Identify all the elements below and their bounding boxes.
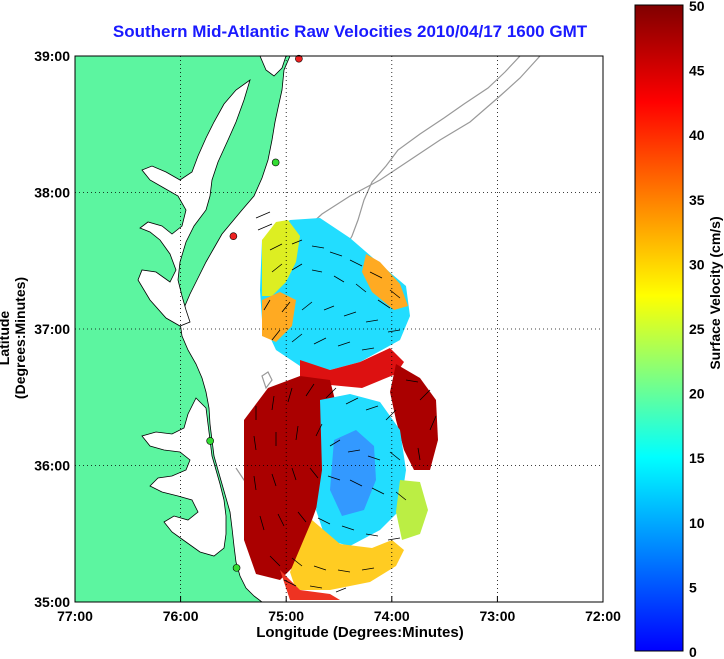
delaware-bay	[259, 56, 287, 77]
colorbar-tick: 10	[689, 515, 705, 531]
pamlico-sound	[141, 397, 227, 557]
colorbar-tick: 0	[689, 644, 697, 659]
colorbar-tick: 40	[689, 127, 705, 143]
x-tick-label: 75:00	[268, 608, 304, 624]
velocity-vectors	[253, 211, 437, 593]
colorbar-tick: 30	[689, 256, 705, 272]
chesapeake-bay	[137, 78, 251, 327]
colorbar-ticks: 50 45 40 35 30 25 20 15 10 5 0	[689, 0, 705, 659]
colorbar-tick: 25	[689, 321, 705, 337]
radar-station-red-marker	[295, 54, 303, 63]
y-tick-label: 38:00	[34, 185, 70, 201]
chart-title: Southern Mid-Atlantic Raw Velocities 201…	[112, 22, 588, 41]
radar-station-green-marker	[271, 158, 280, 167]
colorbar-tick: 50	[689, 0, 705, 14]
y-tick-label: 39:00	[34, 48, 70, 64]
colorbar-tick: 20	[689, 386, 705, 402]
y-tick-label: 36:00	[34, 458, 70, 474]
land-mainland	[75, 56, 291, 602]
colorbar-tick: 35	[689, 192, 705, 208]
bathymetry-contour-2	[343, 56, 521, 251]
radar-stations	[206, 54, 303, 572]
colorbar-tick: 5	[689, 579, 697, 595]
plot-frame	[74, 55, 604, 603]
x-tick-label: 74:00	[374, 608, 410, 624]
x-axis: 77:00 76:00 75:00 74:00 73:00 72:00	[57, 596, 621, 624]
radar-station-green-marker	[232, 564, 241, 572]
radar-station-red-marker	[229, 232, 238, 240]
grid	[75, 56, 603, 602]
y-tick-label: 35:00	[34, 594, 70, 610]
velocity-field	[244, 218, 438, 600]
y-tick-label: 37:00	[34, 321, 70, 337]
x-axis-label: Longitude (Degrees:Minutes)	[256, 624, 464, 641]
x-tick-label: 73:00	[479, 608, 515, 624]
colorbar	[634, 4, 684, 652]
y-axis: 39:00 38:00 37:00 36:00 35:00	[34, 48, 70, 610]
colorbar-tick: 15	[689, 450, 705, 466]
radar-station-green-marker	[206, 437, 214, 445]
x-tick-label: 72:00	[585, 608, 621, 624]
x-tick-label: 77:00	[57, 608, 93, 624]
x-tick-label: 76:00	[163, 608, 199, 624]
colorbar-tick: 45	[689, 63, 705, 79]
